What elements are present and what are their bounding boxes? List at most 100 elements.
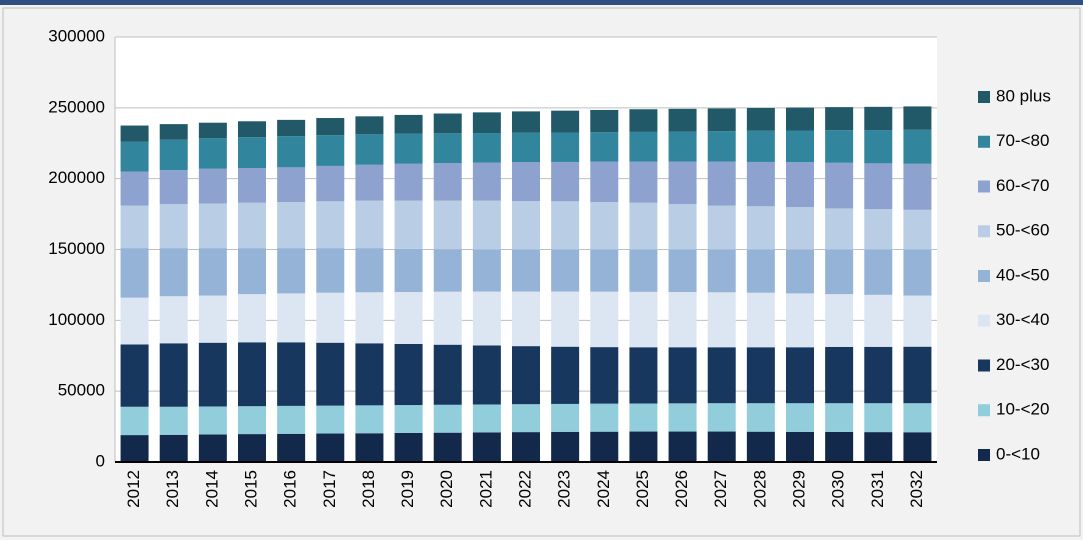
bar-segment <box>198 295 227 343</box>
bar-segment <box>707 205 736 250</box>
bar-segment <box>238 294 266 343</box>
bar-segment <box>629 291 658 348</box>
bar-segment <box>238 434 266 462</box>
bar-segment <box>825 130 854 163</box>
bar-segment <box>707 403 736 432</box>
bar-segment <box>551 132 580 162</box>
bar-segment <box>629 161 658 203</box>
frame <box>2 7 1081 537</box>
bar-segment <box>590 109 619 133</box>
x-tick-label: 2020 <box>437 470 456 508</box>
bar-segment <box>512 111 540 133</box>
bar-segment <box>512 404 540 433</box>
bar-segment <box>512 201 540 250</box>
x-tick-label: 2014 <box>202 470 221 508</box>
bar-segment <box>238 121 266 138</box>
legend-label: 30-<40 <box>996 310 1049 329</box>
bar-segment <box>746 347 775 404</box>
bar-segment <box>238 248 266 295</box>
bar-segment <box>394 248 423 292</box>
bar-segment <box>277 119 306 137</box>
bar-segment <box>707 347 736 404</box>
x-tick-label: 2029 <box>789 470 808 508</box>
bar-segment <box>277 342 306 406</box>
bar-segment <box>786 249 814 294</box>
bar-segment <box>668 161 697 205</box>
bar-segment <box>433 291 462 345</box>
bar-segment <box>864 249 893 295</box>
x-tick-label: 2016 <box>281 470 300 508</box>
bar-segment <box>472 133 501 163</box>
bar-segment <box>120 435 149 462</box>
bar-segment <box>433 163 462 201</box>
bar-segment <box>786 130 814 163</box>
bar-segment <box>355 134 384 165</box>
bar-segment <box>120 125 149 142</box>
bar-segment <box>551 346 580 404</box>
bar-segment <box>668 249 697 292</box>
bar-segment <box>159 406 188 435</box>
bar-segment <box>198 342 227 407</box>
bar-segment <box>355 433 384 462</box>
bar-segment <box>198 248 227 296</box>
bar-segment <box>707 108 736 132</box>
bar-segment <box>551 110 580 133</box>
bar-segment <box>472 162 501 201</box>
x-tick-label: 2018 <box>359 470 378 508</box>
bar-segment <box>825 208 854 250</box>
bar-segment <box>864 106 893 131</box>
bar-segment <box>472 200 501 250</box>
bar-segment <box>120 205 149 249</box>
bar-segment <box>786 293 814 348</box>
bar-segment <box>746 130 775 162</box>
bar-segment <box>903 346 932 404</box>
bar-segment <box>746 403 775 432</box>
bar-segment <box>551 249 580 292</box>
bar-segment <box>198 406 227 435</box>
legend-swatch <box>978 180 990 193</box>
legend-label: 20-<30 <box>996 355 1049 374</box>
bar-segment <box>629 109 658 132</box>
bar-segment <box>903 432 932 462</box>
bar-segment <box>433 432 462 462</box>
bar-segment <box>394 405 423 433</box>
bar-segment <box>394 163 423 201</box>
bar-segment <box>551 291 580 347</box>
bar-segment <box>668 204 697 250</box>
bar-segment <box>903 209 932 250</box>
x-tick-label: 2023 <box>555 470 574 508</box>
bar-segment <box>864 294 893 347</box>
x-tick-label: 2031 <box>868 470 887 508</box>
bar-segment <box>355 405 384 434</box>
bar-segment <box>394 432 423 462</box>
x-tick-label: 2025 <box>633 470 652 508</box>
bar-segment <box>825 346 854 404</box>
bar-segment <box>277 293 306 343</box>
legend-label: 10-<20 <box>996 400 1049 419</box>
bar-segment <box>707 292 736 348</box>
bar-segment <box>707 249 736 293</box>
legend-label: 50-<60 <box>996 221 1049 240</box>
bar-segment <box>590 291 619 348</box>
top-bar <box>0 0 1083 5</box>
y-tick-label: 100000 <box>48 310 105 329</box>
bar-segment <box>277 405 306 434</box>
bar-segment <box>238 406 266 435</box>
bar-segment <box>316 342 345 406</box>
bar-segment <box>551 431 580 462</box>
bar-segment <box>394 343 423 406</box>
bar-segment <box>512 249 540 292</box>
bar-segment <box>629 431 658 462</box>
bar-segment <box>120 171 149 206</box>
bar-segment <box>551 201 580 250</box>
bar-segment <box>159 124 188 140</box>
bar-segment <box>512 291 540 347</box>
bar-segment <box>746 249 775 293</box>
bar-segment <box>903 163 932 210</box>
bar-segment <box>903 249 932 296</box>
bar-segment <box>472 432 501 462</box>
legend-swatch <box>978 449 990 461</box>
x-tick-label: 2024 <box>594 470 613 508</box>
x-tick-label: 2030 <box>829 470 848 508</box>
x-tick-label: 2012 <box>124 470 143 508</box>
